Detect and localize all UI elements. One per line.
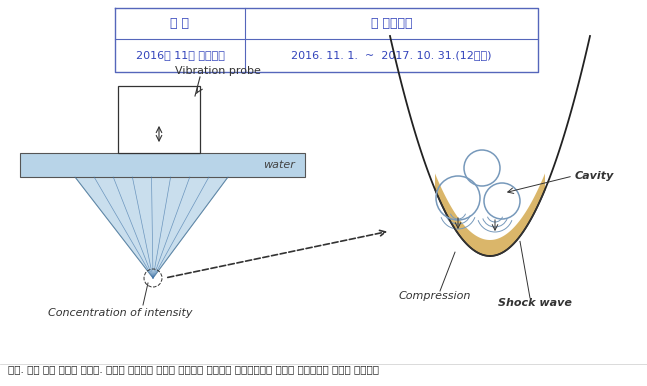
Text: 총 연구기간: 총 연구기간	[371, 17, 412, 30]
Bar	[20, 153, 305, 177]
Text: 2016년 11월 개시과제: 2016년 11월 개시과제	[136, 51, 225, 61]
Text: Vibration probe: Vibration probe	[175, 66, 261, 76]
Text: 구 분: 구 분	[171, 17, 190, 30]
Text: 그림. 노치 선단 피닝의 개념도. 초음파 에너지가 선단에 집중되어 선단에서 캐비테이션을 효과를 극대화하며 따라서 캐비테이: 그림. 노치 선단 피닝의 개념도. 초음파 에너지가 선단에 집중되어 선단에…	[8, 364, 379, 374]
Polygon shape	[435, 173, 545, 256]
Text: water: water	[263, 160, 295, 170]
Text: Shock wave: Shock wave	[498, 298, 572, 308]
Text: Concentration of intensity: Concentration of intensity	[48, 308, 193, 318]
Bar	[118, 86, 200, 153]
Text: 2016. 11. 1.  ~  2017. 10. 31.(12개월): 2016. 11. 1. ~ 2017. 10. 31.(12개월)	[291, 51, 492, 61]
Text: Compression: Compression	[399, 291, 471, 301]
Polygon shape	[75, 177, 228, 278]
Text: Cavity: Cavity	[575, 171, 615, 181]
